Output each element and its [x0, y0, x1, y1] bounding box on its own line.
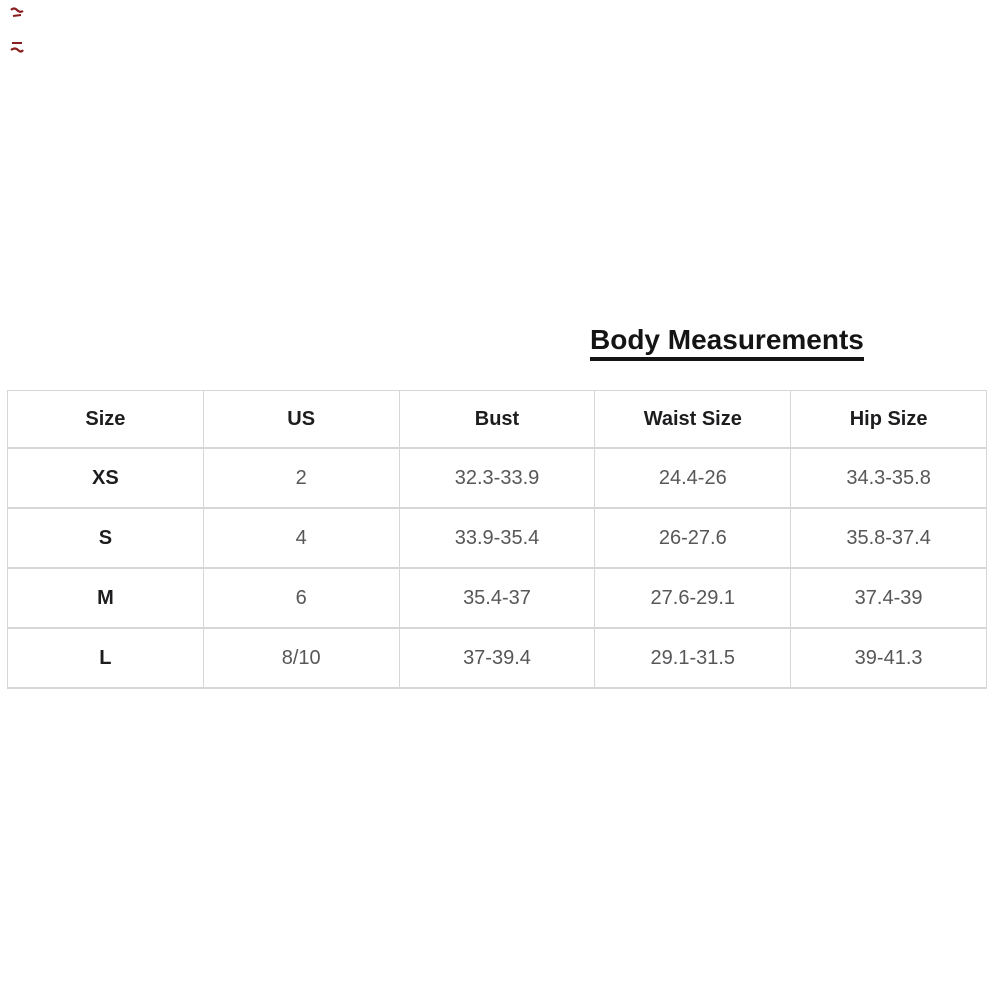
cell-hip: 35.8-37.4 — [790, 507, 987, 569]
column-header-size: Size — [7, 390, 204, 449]
table-row-m: M 6 35.4-37 27.6-29.1 37.4-39 — [7, 567, 987, 629]
red-annotation-mark-icon — [9, 39, 25, 55]
cell-hip: 39-41.3 — [790, 627, 987, 689]
cell-us: 8/10 — [202, 627, 400, 689]
cell-size: XS — [7, 447, 204, 509]
red-annotation-mark-icon — [9, 5, 25, 21]
cell-waist: 24.4-26 — [594, 447, 792, 509]
column-header-us: US — [202, 390, 400, 449]
table-row-l: L 8/10 37-39.4 29.1-31.5 39-41.3 — [7, 627, 987, 689]
cell-size: S — [7, 507, 204, 569]
table-header-row: Size US Bust Waist Size Hip Size — [7, 390, 987, 449]
cell-hip: 34.3-35.8 — [790, 447, 987, 509]
cell-size: M — [7, 567, 204, 629]
cell-waist: 26-27.6 — [594, 507, 792, 569]
cell-us: 6 — [202, 567, 400, 629]
cell-hip: 37.4-39 — [790, 567, 987, 629]
table-row-s: S 4 33.9-35.4 26-27.6 35.8-37.4 — [7, 507, 987, 569]
cell-us: 2 — [202, 447, 400, 509]
cell-bust: 35.4-37 — [398, 567, 596, 629]
cell-us: 4 — [202, 507, 400, 569]
column-header-waist-size: Waist Size — [594, 390, 792, 449]
column-header-bust: Bust — [398, 390, 596, 449]
cell-waist: 27.6-29.1 — [594, 567, 792, 629]
table-row-xs: XS 2 32.3-33.9 24.4-26 34.3-35.8 — [7, 447, 987, 509]
body-measurements-table: Size US Bust Waist Size Hip Size XS 2 32… — [7, 390, 987, 689]
cell-bust: 37-39.4 — [398, 627, 596, 689]
cell-bust: 33.9-35.4 — [398, 507, 596, 569]
cell-size: L — [7, 627, 204, 689]
cell-bust: 32.3-33.9 — [398, 447, 596, 509]
cell-waist: 29.1-31.5 — [594, 627, 792, 689]
column-header-hip-size: Hip Size — [790, 390, 987, 449]
page-title: Body Measurements — [590, 324, 864, 362]
